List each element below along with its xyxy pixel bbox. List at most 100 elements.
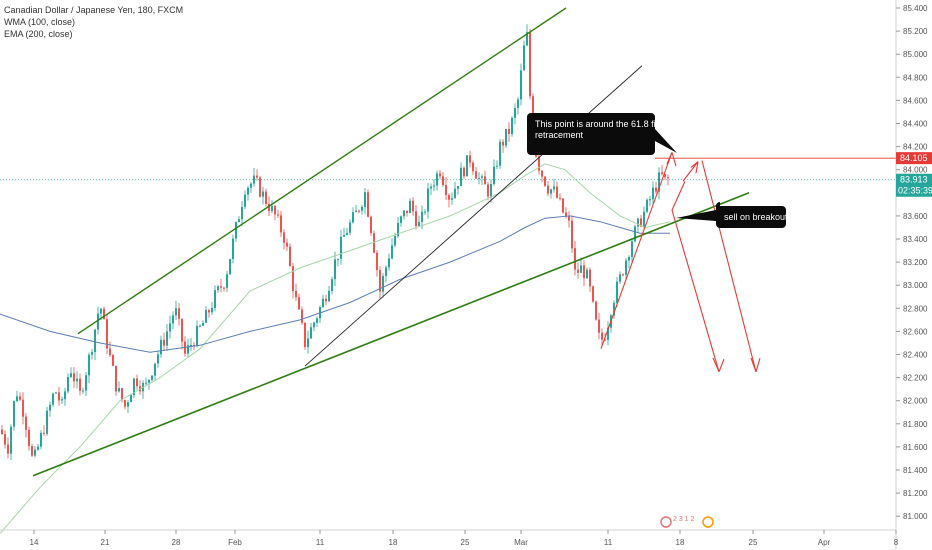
candle-body xyxy=(481,176,483,178)
breakout-callout: sell on breakout xyxy=(676,202,788,228)
candle-body xyxy=(181,318,183,342)
candle-body xyxy=(370,216,372,234)
candle-body xyxy=(109,348,111,356)
symbol-title: Canadian Dollar / Japanese Yen, 180, FXC… xyxy=(4,5,184,15)
ema-legend: EMA (200, close) xyxy=(4,29,73,39)
candle-body xyxy=(214,290,216,309)
candle-body xyxy=(457,186,459,189)
candle-body xyxy=(562,198,564,213)
candle-body xyxy=(553,186,555,190)
lower-channel-line xyxy=(32,192,750,477)
candle-body xyxy=(574,248,576,270)
price-tick-label: 82.400 xyxy=(903,351,928,360)
candle-body xyxy=(415,211,417,227)
candle-body xyxy=(187,345,189,354)
fib-callout-bubble xyxy=(527,113,677,155)
candle-body xyxy=(193,345,195,347)
candle-body xyxy=(307,338,309,348)
time-tick-label: 18 xyxy=(676,538,685,547)
candle-body xyxy=(268,203,270,212)
candle-body xyxy=(157,354,159,364)
candle-body xyxy=(547,185,549,194)
candle-body xyxy=(304,322,306,348)
level-badge-text: 84.105 xyxy=(900,153,928,163)
candle-body xyxy=(250,183,252,188)
red-arrow-segment xyxy=(671,152,677,167)
candle-body xyxy=(121,388,123,401)
price-axis[interactable]: 85.400 85.200 85.000 84.800 84.600 84.400 84.2… xyxy=(895,0,928,550)
breakout-callout-text: sell on breakout xyxy=(724,212,788,222)
fib-callout: This point is around the 61.8 fib retrac… xyxy=(527,113,677,155)
level-badge: 84.105 xyxy=(896,152,932,165)
event-icon[interactable] xyxy=(660,516,672,528)
event-icon[interactable] xyxy=(702,516,714,528)
candle-body xyxy=(64,391,66,400)
candle-body xyxy=(211,308,213,313)
time-tick-label: 21 xyxy=(101,538,110,547)
time-tick-label: Apr xyxy=(818,538,831,547)
candle-body xyxy=(493,166,495,184)
candle-body xyxy=(235,222,237,239)
candle-body xyxy=(523,45,525,71)
candle-body xyxy=(346,232,348,235)
candle-body xyxy=(313,322,315,328)
candle-body xyxy=(601,332,603,340)
time-tick-label: 11 xyxy=(316,538,325,547)
candle-body xyxy=(478,177,480,179)
red-arrow-segment xyxy=(690,161,699,168)
candle-body xyxy=(502,141,504,146)
red-arrow-segment xyxy=(666,152,673,165)
candle-body xyxy=(406,210,408,214)
time-tick-label: Mar xyxy=(514,538,528,547)
red-arrow-segment xyxy=(718,358,725,373)
candle-body xyxy=(604,339,606,341)
candle-body xyxy=(388,258,390,268)
candle-body xyxy=(247,187,249,195)
candle-body xyxy=(79,378,81,391)
candle-body xyxy=(343,234,345,237)
candle-body xyxy=(577,269,579,273)
candle-body xyxy=(640,218,642,227)
time-tick-label: 25 xyxy=(461,538,470,547)
candle-body xyxy=(436,173,438,186)
event-markers[interactable]: 2 3 1 2 xyxy=(660,516,714,528)
candle-body xyxy=(223,287,225,289)
price-tick-label: 82.200 xyxy=(903,374,928,383)
candle-body xyxy=(244,194,246,207)
candle-body xyxy=(367,192,369,217)
candle-body xyxy=(433,185,435,187)
price-tick-label: 84.800 xyxy=(903,73,928,82)
time-tick-label: 28 xyxy=(172,538,181,547)
candle-body xyxy=(232,238,234,260)
candle-body xyxy=(409,200,411,214)
candle-body xyxy=(634,226,636,242)
candle-body xyxy=(94,329,96,353)
candle-body xyxy=(349,222,351,233)
candle-body xyxy=(220,286,222,288)
time-axis[interactable]: 14 21 28 Feb 11 18 25 Mar 11 18 25 Apr 8 xyxy=(0,529,899,547)
candle-body xyxy=(454,188,456,199)
red-arrow-segment xyxy=(671,209,720,372)
candle-body xyxy=(82,390,84,392)
candle-body xyxy=(613,302,615,316)
red-arrow-segment xyxy=(695,161,699,174)
candle-body xyxy=(391,245,393,259)
candle-body xyxy=(106,319,108,349)
wma-legend: WMA (100, close) xyxy=(4,17,76,27)
candle-body xyxy=(385,267,387,277)
price-tick-label: 85.000 xyxy=(903,50,928,59)
price-tick-label: 81.000 xyxy=(903,512,928,521)
candle-body xyxy=(37,446,39,450)
candle-body xyxy=(133,378,135,396)
time-tick-label: 25 xyxy=(749,538,758,547)
candle-body xyxy=(376,252,378,271)
candle-body xyxy=(373,233,375,253)
candle-body xyxy=(40,432,42,447)
last-price-badge-text: 83.913 xyxy=(900,175,928,185)
price-tick-label: 83.400 xyxy=(903,235,928,244)
drawings xyxy=(0,7,932,477)
upper-channel-line xyxy=(77,7,567,335)
candle-body xyxy=(403,210,405,217)
candle-body xyxy=(328,290,330,302)
